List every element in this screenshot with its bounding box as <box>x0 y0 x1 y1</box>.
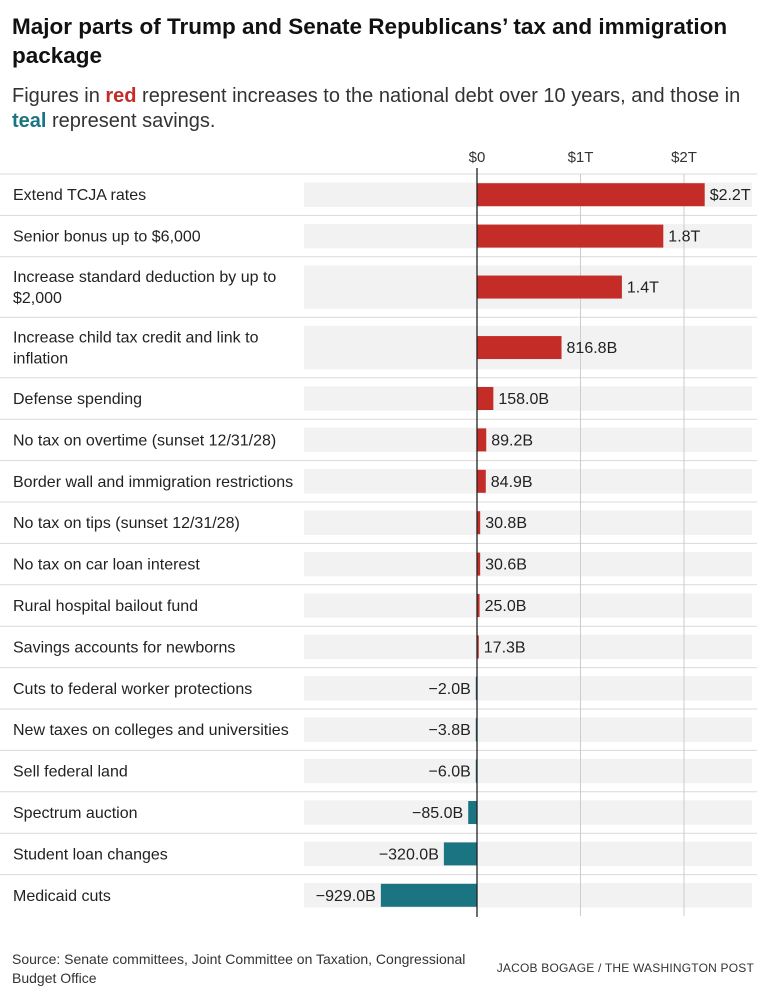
bar <box>468 801 477 824</box>
x-tick-label: $0 <box>469 149 486 166</box>
category-label: Student loan changes <box>13 846 168 863</box>
category-label: No tax on tips (sunset 12/31/28) <box>13 515 240 532</box>
row-track <box>304 551 752 577</box>
value-label: −2.0B <box>429 681 471 698</box>
subtitle-red-word: red <box>105 85 137 107</box>
subtitle-text-2: represent increases to the national debt… <box>136 85 741 107</box>
row-track <box>304 386 752 411</box>
category-label: Increase child tax credit and link to inf… <box>13 330 259 368</box>
value-label: 816.8B <box>567 340 618 357</box>
bar <box>477 336 562 360</box>
value-label: 158.0B <box>498 391 549 408</box>
category-label: No tax on car loan interest <box>13 557 200 574</box>
subtitle-text-3: represent savings. <box>46 110 216 132</box>
row-track <box>304 800 752 825</box>
subtitle-text-1: Figures in <box>12 85 106 107</box>
row-track <box>304 469 752 494</box>
row-track <box>304 883 752 908</box>
category-label: Senior bonus up to $6,000 <box>13 229 201 246</box>
bar <box>443 842 477 866</box>
credit-line: JACOB BOGAGE / THE WASHINGTON POST <box>496 961 754 975</box>
x-tick-label: $2T <box>671 149 697 166</box>
bar <box>477 635 479 659</box>
x-tick-label: $1T <box>568 149 594 166</box>
value-label: 89.2B <box>491 432 533 449</box>
value-label: 1.4T <box>627 280 659 297</box>
category-label: New taxes on colleges and universities <box>13 722 289 739</box>
value-label: 84.9B <box>491 474 533 491</box>
value-label: −85.0B <box>412 805 463 822</box>
value-label: 17.3B <box>484 639 526 656</box>
row-track <box>304 717 752 742</box>
value-label: 30.6B <box>485 557 527 574</box>
category-label: Extend TCJA rates <box>13 187 146 204</box>
bar <box>477 594 480 617</box>
bar <box>477 469 486 493</box>
category-label: Border wall and immigration restrictions <box>13 474 293 491</box>
value-label: 25.0B <box>485 598 527 615</box>
bar <box>477 224 664 248</box>
bar <box>477 428 487 452</box>
value-label: −929.0B <box>316 888 376 905</box>
row-track <box>304 841 752 867</box>
category-label: Sell federal land <box>13 764 128 781</box>
value-label: $2.2T <box>710 187 751 204</box>
bar <box>477 552 481 576</box>
value-label: −6.0B <box>429 764 471 781</box>
bar <box>380 883 477 907</box>
chart-title: Major parts of Trump and Senate Republic… <box>12 14 728 68</box>
value-label: −320.0B <box>379 846 439 863</box>
category-label: No tax on overtime (sunset 12/31/28) <box>13 432 276 449</box>
row-track <box>304 427 752 453</box>
bar <box>477 511 481 535</box>
chart-subtitle: Figures in red represent increases to th… <box>12 84 757 134</box>
subtitle-teal-word: teal <box>12 110 47 132</box>
source-note: Source: Senate committees, Joint Committ… <box>12 951 466 986</box>
value-label: −3.8B <box>429 722 471 739</box>
category-label: Medicaid cuts <box>13 888 111 905</box>
row-track <box>304 634 752 660</box>
category-label: Defense spending <box>13 391 142 408</box>
value-label: 1.8T <box>668 229 700 246</box>
row-track <box>304 676 752 701</box>
category-label: Cuts to federal worker protections <box>13 681 252 698</box>
category-label: Rural hospital bailout fund <box>13 598 198 615</box>
value-label: 30.8B <box>485 515 527 532</box>
bar <box>477 275 622 299</box>
bar-chart: $0 $1T $2T Extend TCJA rates $2.2T Senior bon… <box>0 149 757 917</box>
bar <box>477 387 494 410</box>
bar <box>477 183 705 207</box>
row-track <box>304 510 752 535</box>
category-label: Spectrum auction <box>13 805 138 822</box>
row-track <box>304 758 752 784</box>
category-label: Increase standard deduction by up to $2,0… <box>13 269 276 307</box>
row-track <box>304 593 752 618</box>
category-label: Savings accounts for newborns <box>13 639 235 656</box>
